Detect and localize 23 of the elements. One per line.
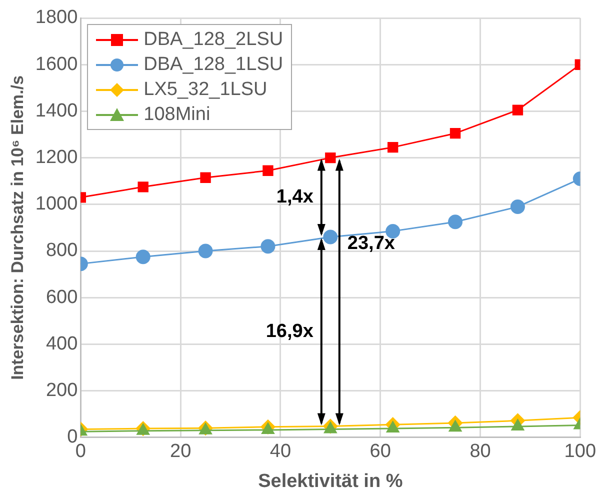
legend-label: DBA_128_2LSU xyxy=(144,28,284,50)
y-tick-label: 200 xyxy=(46,380,78,402)
legend-label: DBA_128_1LSU xyxy=(144,54,284,76)
annotation: 16,9x xyxy=(266,320,314,342)
x-tick-label: 60 xyxy=(370,441,391,462)
y-tick-label: 1800 xyxy=(35,7,78,28)
y-tick-label: 1000 xyxy=(35,194,78,215)
x-axis-title: Selektivität in % xyxy=(258,470,403,492)
y-axis-title: Intersektion: Durchsatz in 10⁶ Elem./s xyxy=(8,75,27,380)
annotation: 23,7x xyxy=(347,232,396,254)
x-tick-label: 100 xyxy=(564,441,596,462)
x-tick-label: 80 xyxy=(470,441,491,462)
y-tick-label: 400 xyxy=(46,333,78,354)
x-tick-label: 40 xyxy=(270,441,292,462)
y-tick-label: 800 xyxy=(46,240,78,262)
y-tick-label: 1400 xyxy=(35,100,78,122)
y-tick-label: 600 xyxy=(46,286,78,308)
legend-label: 108Mini xyxy=(144,104,210,126)
legend-label: LX5_32_1LSU xyxy=(144,78,268,100)
annotation: 1,4x xyxy=(276,186,314,208)
y-tick-label: 1600 xyxy=(35,54,78,75)
y-tick-label: 1200 xyxy=(35,147,78,168)
x-tick-label: 20 xyxy=(170,441,192,462)
